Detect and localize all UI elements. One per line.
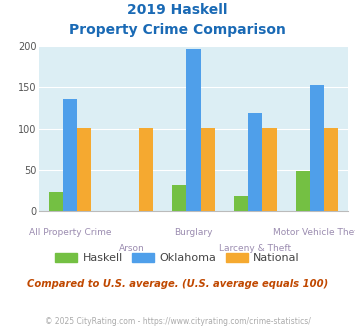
Bar xyxy=(310,85,324,211)
Text: Larceny & Theft: Larceny & Theft xyxy=(219,244,291,253)
Bar xyxy=(262,128,277,211)
Text: © 2025 CityRating.com - https://www.cityrating.com/crime-statistics/: © 2025 CityRating.com - https://www.city… xyxy=(45,317,310,326)
Bar xyxy=(63,99,77,211)
Bar xyxy=(77,128,91,211)
Text: Property Crime Comparison: Property Crime Comparison xyxy=(69,23,286,37)
Bar xyxy=(324,128,338,211)
Text: Burglary: Burglary xyxy=(174,228,213,237)
Bar xyxy=(201,128,215,211)
Bar xyxy=(139,128,153,211)
Bar xyxy=(234,195,248,211)
Legend: Haskell, Oklahoma, National: Haskell, Oklahoma, National xyxy=(51,248,304,268)
Bar xyxy=(296,171,310,211)
Bar xyxy=(49,192,63,211)
Bar xyxy=(186,49,201,211)
Text: Compared to U.S. average. (U.S. average equals 100): Compared to U.S. average. (U.S. average … xyxy=(27,279,328,289)
Text: Motor Vehicle Theft: Motor Vehicle Theft xyxy=(273,228,355,237)
Bar xyxy=(172,185,186,211)
Text: All Property Crime: All Property Crime xyxy=(29,228,111,237)
Text: 2019 Haskell: 2019 Haskell xyxy=(127,3,228,17)
Bar xyxy=(248,113,262,211)
Text: Arson: Arson xyxy=(119,244,144,253)
